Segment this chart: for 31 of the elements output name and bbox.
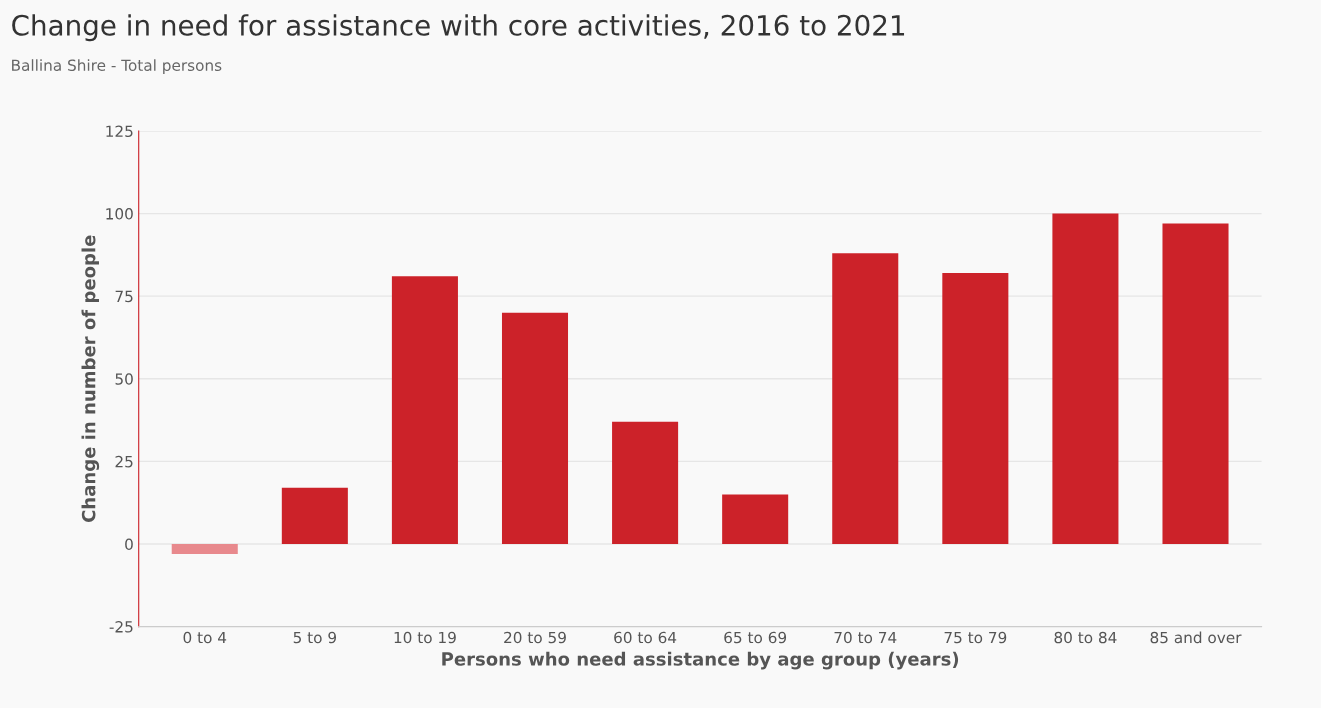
bar — [1162, 223, 1229, 544]
y-tick-label: 100 — [106, 208, 133, 220]
x-axis-title: Persons who need assistance by age group (years) — [442, 651, 959, 670]
y-tick-label: 25 — [115, 455, 133, 468]
y-tick-label: 125 — [106, 125, 133, 137]
x-tick-label: 0 to 4 — [183, 631, 227, 644]
bar — [832, 253, 899, 544]
bar — [1052, 213, 1119, 544]
y-tick-label: 50 — [115, 373, 133, 385]
chart-subtitle: Ballina Shire - Total persons — [12, 59, 222, 74]
x-tick-label: 10 to 19 — [394, 631, 456, 644]
y-tick-label: 0 — [125, 538, 133, 550]
x-tick-label: 20 to 59 — [504, 631, 566, 644]
chart-title: Change in need for assistance with core activities, 2016 to 2021 — [12, 14, 905, 42]
bar — [942, 273, 1009, 544]
bar — [612, 421, 679, 544]
y-axis-title: Change in number of people — [81, 235, 100, 523]
y-tick-label: 75 — [115, 290, 133, 303]
bar — [722, 494, 789, 544]
bar — [501, 312, 569, 544]
x-tick-label: 85 and over — [1150, 631, 1242, 644]
bar — [171, 543, 238, 554]
bar — [391, 276, 458, 544]
x-tick-label: 80 to 84 — [1054, 631, 1117, 644]
y-tick-label: -25 — [109, 621, 133, 633]
x-tick-label: 75 to 79 — [944, 631, 1007, 644]
x-tick-label: 5 to 9 — [293, 631, 337, 644]
x-tick-label: 65 to 69 — [724, 631, 787, 644]
x-tick-label: 60 to 64 — [614, 631, 677, 644]
x-tick-label: 70 to 74 — [834, 631, 897, 644]
bar — [281, 487, 348, 544]
